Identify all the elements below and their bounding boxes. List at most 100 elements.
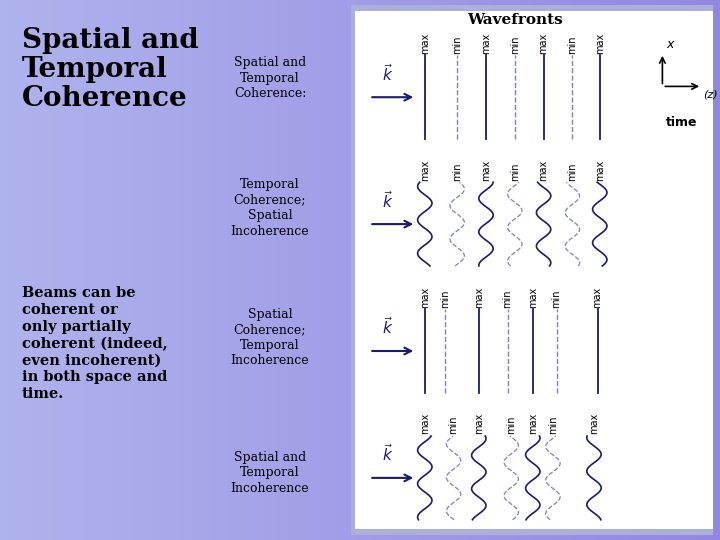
Bar <box>101 0 106 540</box>
Text: max: max <box>589 413 599 434</box>
Bar <box>331 0 336 540</box>
Bar <box>173 0 178 540</box>
Bar <box>248 0 253 540</box>
Text: min: min <box>548 416 558 434</box>
Bar <box>702 0 707 540</box>
Bar <box>43 0 48 540</box>
Bar <box>378 0 383 540</box>
Bar <box>292 0 297 540</box>
Text: max: max <box>539 159 549 180</box>
Bar <box>634 0 639 540</box>
Text: Spatial and
Temporal
Coherence:: Spatial and Temporal Coherence: <box>234 56 306 100</box>
Bar <box>443 0 448 540</box>
Bar <box>355 11 713 529</box>
Bar <box>112 0 117 540</box>
Bar <box>554 0 559 540</box>
Bar <box>526 0 531 540</box>
Bar <box>382 0 387 540</box>
Bar <box>338 0 343 540</box>
Bar <box>263 0 268 540</box>
Bar <box>256 0 261 540</box>
Bar <box>313 0 318 540</box>
Text: $\vec{k}$: $\vec{k}$ <box>382 190 393 211</box>
Bar <box>259 0 264 540</box>
Bar <box>547 0 552 540</box>
Bar <box>587 0 592 540</box>
Bar <box>227 0 232 540</box>
Text: max: max <box>481 32 491 54</box>
Bar <box>97 0 102 540</box>
Bar <box>688 0 693 540</box>
Text: min: min <box>503 289 513 308</box>
Bar <box>392 0 397 540</box>
Bar <box>644 0 649 540</box>
Bar <box>389 0 394 540</box>
Bar <box>277 0 282 540</box>
Bar <box>335 0 340 540</box>
Text: min: min <box>449 416 459 434</box>
Bar <box>284 0 289 540</box>
Bar <box>713 0 718 540</box>
Bar <box>68 0 73 540</box>
Bar <box>558 0 563 540</box>
Bar <box>162 0 167 540</box>
Bar <box>119 0 124 540</box>
Text: max: max <box>593 286 603 308</box>
Text: min: min <box>552 289 562 308</box>
Bar <box>94 0 99 540</box>
Bar <box>385 0 390 540</box>
Bar <box>418 0 423 540</box>
Bar <box>652 0 657 540</box>
Bar <box>698 0 703 540</box>
Bar <box>191 0 196 540</box>
Bar <box>540 0 545 540</box>
Bar <box>572 0 577 540</box>
Text: max: max <box>420 413 430 434</box>
Text: (z): (z) <box>703 89 718 99</box>
Bar <box>54 0 59 540</box>
Bar <box>486 0 491 540</box>
Bar <box>220 0 225 540</box>
Bar <box>414 0 419 540</box>
Bar <box>410 0 415 540</box>
Bar <box>374 0 379 540</box>
Bar <box>238 0 243 540</box>
Bar <box>40 0 45 540</box>
Bar <box>666 0 671 540</box>
Bar <box>716 0 720 540</box>
Text: min: min <box>440 289 450 308</box>
Bar <box>18 0 23 540</box>
Text: min: min <box>452 35 462 54</box>
Text: max: max <box>474 413 484 434</box>
Bar <box>266 0 271 540</box>
Bar <box>648 0 653 540</box>
Bar <box>306 0 311 540</box>
Bar <box>464 0 469 540</box>
Bar <box>310 0 315 540</box>
Bar <box>684 0 689 540</box>
Bar <box>580 0 585 540</box>
Bar <box>457 0 462 540</box>
Bar <box>475 0 480 540</box>
Bar <box>583 0 588 540</box>
Bar <box>58 0 63 540</box>
Bar <box>461 0 466 540</box>
Bar <box>187 0 192 540</box>
Bar <box>371 0 376 540</box>
Bar <box>630 0 635 540</box>
Bar <box>299 0 304 540</box>
Bar <box>673 0 678 540</box>
Bar <box>637 0 642 540</box>
Bar <box>79 0 84 540</box>
Bar <box>122 0 127 540</box>
Bar <box>295 0 300 540</box>
Bar <box>490 0 495 540</box>
Bar <box>482 0 487 540</box>
Bar <box>90 0 95 540</box>
Bar <box>432 0 437 540</box>
Bar <box>140 0 145 540</box>
Bar <box>137 0 142 540</box>
Bar <box>61 0 66 540</box>
Text: Beams can be
coherent or
only partially
coherent (indeed,
even incoherent)
in bo: Beams can be coherent or only partially … <box>22 286 167 401</box>
Text: max: max <box>528 413 538 434</box>
